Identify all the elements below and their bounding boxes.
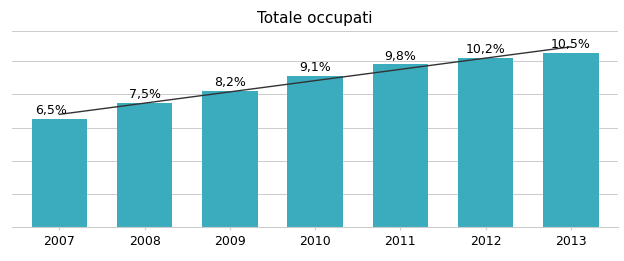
Bar xyxy=(288,76,343,227)
Text: 8,2%: 8,2% xyxy=(214,76,246,89)
Text: 9,8%: 9,8% xyxy=(384,50,416,62)
Title: Totale occupati: Totale occupati xyxy=(257,11,373,26)
Text: 7,5%: 7,5% xyxy=(129,88,160,101)
Text: 9,1%: 9,1% xyxy=(300,61,331,74)
Text: 10,2%: 10,2% xyxy=(466,43,505,56)
Bar xyxy=(373,64,428,227)
Bar xyxy=(458,58,514,227)
Text: 10,5%: 10,5% xyxy=(551,38,591,51)
Bar xyxy=(32,119,87,227)
Bar xyxy=(117,103,172,227)
Bar xyxy=(543,53,598,227)
Bar xyxy=(202,91,258,227)
Text: 6,5%: 6,5% xyxy=(36,104,67,117)
